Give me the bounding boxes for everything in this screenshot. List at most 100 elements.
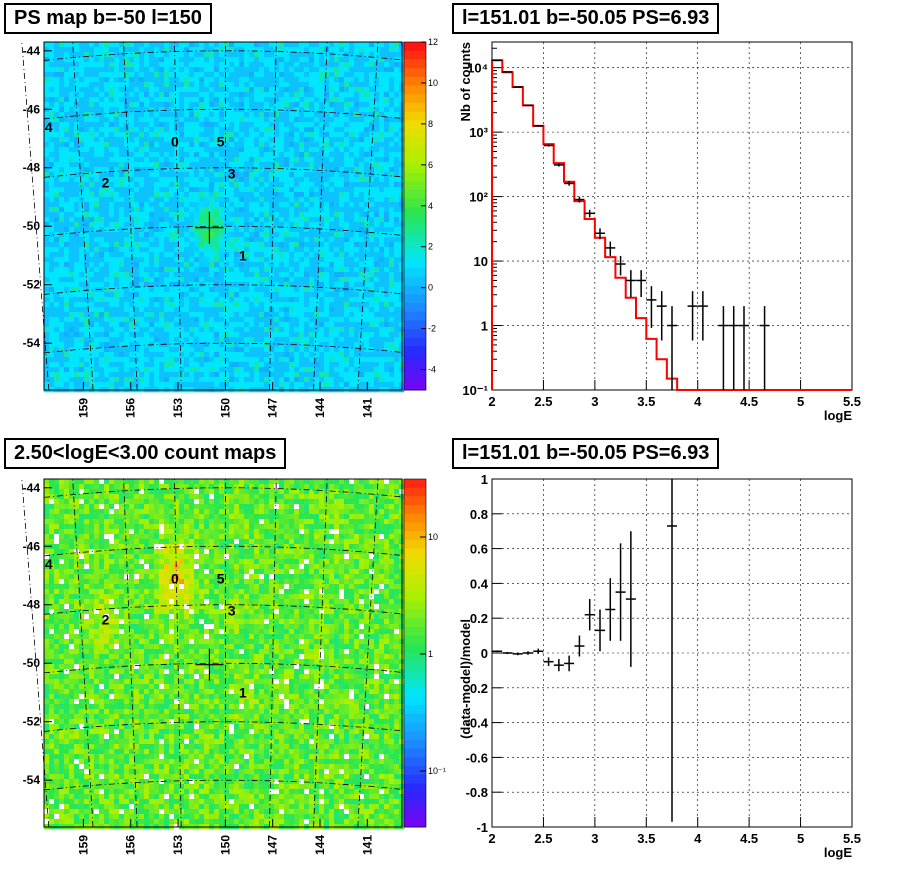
heatmap-cell (69, 147, 75, 153)
heatmap-cell (384, 97, 390, 103)
heatmap-cell (379, 142, 385, 148)
heatmap-cell (109, 117, 115, 123)
heatmap-cell (319, 62, 325, 68)
heatmap-cell (224, 97, 230, 103)
heatmap-cell (244, 232, 250, 238)
heatmap-cell (104, 352, 110, 358)
heatmap-cell (234, 167, 240, 173)
heatmap-cell (254, 162, 260, 168)
heatmap-cell (229, 42, 235, 48)
heatmap-cell (309, 302, 315, 308)
ps-map-title: PS map b=-50 l=150 (4, 3, 212, 34)
heatmap-cell (189, 367, 195, 373)
heatmap-cell (349, 357, 355, 363)
heatmap-cell (214, 297, 220, 303)
heatmap-cell (279, 162, 285, 168)
heatmap-cell (229, 337, 235, 343)
heatmap-cell (249, 307, 255, 313)
heatmap-cell (164, 267, 170, 273)
heatmap-cell (184, 362, 190, 368)
heatmap-cell (114, 387, 120, 393)
heatmap-cell (164, 322, 170, 328)
heatmap-cell (154, 227, 160, 233)
heatmap-cell (324, 252, 330, 258)
heatmap-cell (284, 147, 290, 153)
heatmap-cell (174, 362, 180, 368)
heatmap-cell (54, 202, 60, 208)
heatmap-cell (99, 202, 105, 208)
heatmap-cell (269, 182, 275, 188)
heatmap-cell (359, 287, 365, 293)
heatmap-cell (129, 272, 135, 278)
heatmap-cell (304, 317, 310, 323)
heatmap-cell (154, 167, 160, 173)
heatmap-cell (324, 222, 330, 228)
heatmap-cell (214, 127, 220, 133)
heatmap-cell (159, 87, 165, 93)
heatmap-cell (54, 302, 60, 308)
heatmap-cell (239, 157, 245, 163)
heatmap-cell (139, 287, 145, 293)
heatmap-cell (54, 272, 60, 278)
heatmap-cell (184, 172, 190, 178)
heatmap-cell (229, 62, 235, 68)
heatmap-cell (309, 232, 315, 238)
heatmap-cell (399, 157, 405, 163)
heatmap-cell (339, 167, 345, 173)
heatmap-cell (104, 267, 110, 273)
heatmap-cell (149, 272, 155, 278)
heatmap-cell (379, 182, 385, 188)
heatmap-cell (394, 152, 400, 158)
heatmap-cell (369, 352, 375, 358)
heatmap-cell (94, 42, 100, 48)
heatmap-cell (384, 82, 390, 88)
heatmap-cell (229, 342, 235, 348)
heatmap-cell (239, 317, 245, 323)
heatmap-cell (249, 202, 255, 208)
heatmap-cell (79, 277, 85, 283)
heatmap-cell (199, 232, 205, 238)
heatmap-cell (144, 127, 150, 133)
heatmap-cell (199, 67, 205, 73)
heatmap-cell (134, 332, 140, 338)
heatmap-cell (234, 87, 240, 93)
heatmap-cell (154, 247, 160, 253)
heatmap-cell (349, 157, 355, 163)
heatmap-cell (69, 152, 75, 158)
heatmap-cell (324, 342, 330, 348)
heatmap-cell (79, 242, 85, 248)
heatmap-cell (164, 157, 170, 163)
heatmap-cell (149, 292, 155, 298)
heatmap-cell (284, 312, 290, 318)
heatmap-cell (289, 162, 295, 168)
heatmap-cell (299, 42, 305, 48)
heatmap-cell (144, 152, 150, 158)
heatmap-cell (159, 207, 165, 213)
heatmap-cell (319, 282, 325, 288)
heatmap-cell (69, 382, 75, 388)
heatmap-cell (214, 142, 220, 148)
heatmap-cell (159, 307, 165, 313)
heatmap-cell (159, 252, 165, 258)
heatmap-cell (54, 282, 60, 288)
heatmap-cell (169, 152, 175, 158)
heatmap-cell (139, 62, 145, 68)
heatmap-cell (209, 327, 215, 333)
heatmap-cell (224, 277, 230, 283)
heatmap-cell (269, 272, 275, 278)
heatmap-cell (239, 67, 245, 73)
heatmap-cell (194, 142, 200, 148)
heatmap-cell (194, 67, 200, 73)
heatmap-cell (99, 67, 105, 73)
heatmap-cell (64, 202, 70, 208)
heatmap-cell (289, 312, 295, 318)
heatmap-cell (179, 312, 185, 318)
heatmap-cell (229, 232, 235, 238)
heatmap-cell (169, 232, 175, 238)
heatmap-cell (319, 147, 325, 153)
heatmap-cell (139, 52, 145, 58)
heatmap-cell (129, 42, 135, 48)
heatmap-cell (389, 217, 395, 223)
heatmap-cell (354, 87, 360, 93)
heatmap-cell (259, 372, 265, 378)
